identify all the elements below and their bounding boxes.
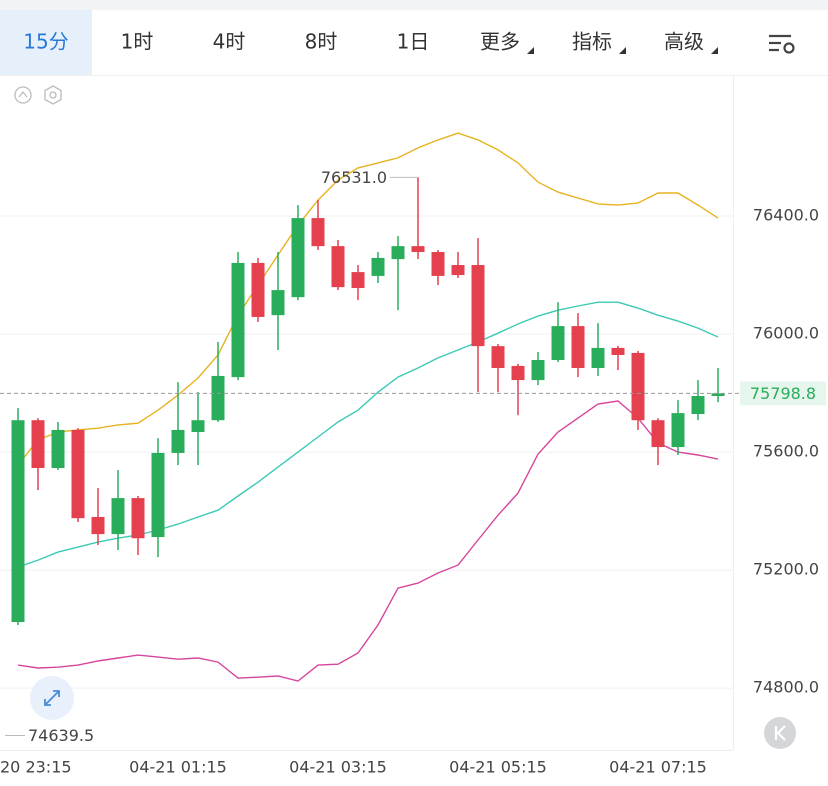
x-tick-label: 04-21 05:15 [449, 758, 547, 777]
tab[interactable]: 15分 [23, 30, 68, 54]
candle-body [551, 326, 565, 361]
candle-body [671, 413, 685, 448]
y-tick-label: 76000.0 [753, 324, 819, 343]
candle-body [251, 262, 265, 317]
y-tick-label: 76400.0 [753, 206, 819, 225]
x-tick-label: 04-21 07:15 [609, 758, 707, 777]
candle-body [351, 272, 365, 289]
candle-body [111, 498, 125, 535]
back-button[interactable] [764, 717, 796, 749]
last-price-bg [740, 381, 826, 406]
candle-body [591, 347, 605, 368]
candle-body [191, 420, 205, 433]
candle-body [211, 375, 225, 421]
dropdown-arrows [527, 47, 718, 54]
x-tick-label: 04-21 03:15 [289, 758, 387, 777]
candle-body [131, 498, 145, 539]
candle-body [391, 246, 405, 260]
candle-body [571, 326, 585, 368]
tab[interactable]: 8时 [305, 30, 338, 54]
candle-body [471, 265, 485, 347]
candle-body [431, 252, 445, 276]
band-line [17, 132, 719, 466]
y-tick-label: 74800.0 [753, 678, 819, 697]
tab[interactable]: 高级 [664, 30, 704, 54]
candle-body [311, 218, 325, 247]
candle-body [711, 393, 725, 397]
back-icon [774, 725, 786, 741]
max-label: 76531.0 [321, 168, 387, 187]
candle-body [151, 452, 165, 538]
candle-body [651, 420, 665, 448]
candle-body [611, 347, 625, 355]
candle-body [71, 429, 85, 519]
candle-body [491, 346, 505, 368]
min-label: 74639.5 [28, 726, 94, 745]
x-tick-label: 20 23:15 [0, 758, 72, 777]
candle-body [31, 420, 45, 469]
y-tick-label: 75200.0 [753, 560, 819, 579]
tab[interactable]: 1时 [121, 30, 154, 54]
candle-body [231, 262, 245, 378]
tab[interactable]: 4时 [213, 30, 246, 54]
tab[interactable]: 指标 [572, 30, 612, 54]
tab[interactable]: 更多 [480, 30, 520, 54]
candle-body [371, 257, 385, 276]
indicator-icons[interactable] [14, 85, 62, 105]
last-price-label: 75798.8 [750, 384, 816, 403]
band-line [17, 400, 719, 682]
candle-body [291, 218, 305, 298]
candle-body [331, 246, 345, 288]
candle-body [451, 265, 465, 276]
candle-body [631, 352, 645, 421]
tab-selected-bg [0, 10, 92, 75]
candle-body [51, 429, 65, 469]
candle-body [271, 290, 285, 316]
candle-body [511, 365, 525, 381]
candle-body [691, 396, 705, 415]
candle-body [91, 516, 105, 535]
x-tick-label: 04-21 01:15 [129, 758, 227, 777]
settings-icon[interactable] [769, 34, 795, 54]
y-tick-label: 75600.0 [753, 442, 819, 461]
candle-body [11, 420, 25, 623]
status-strip [0, 0, 828, 10]
tab[interactable]: 1日 [397, 30, 430, 54]
plot: 76400.0 76000.0 75600.0 75200.0 74800.0 20 23… [0, 132, 826, 777]
candle-body [171, 429, 185, 453]
expand-icon [44, 690, 60, 706]
candle-body [531, 360, 545, 381]
candle-body [411, 246, 425, 253]
